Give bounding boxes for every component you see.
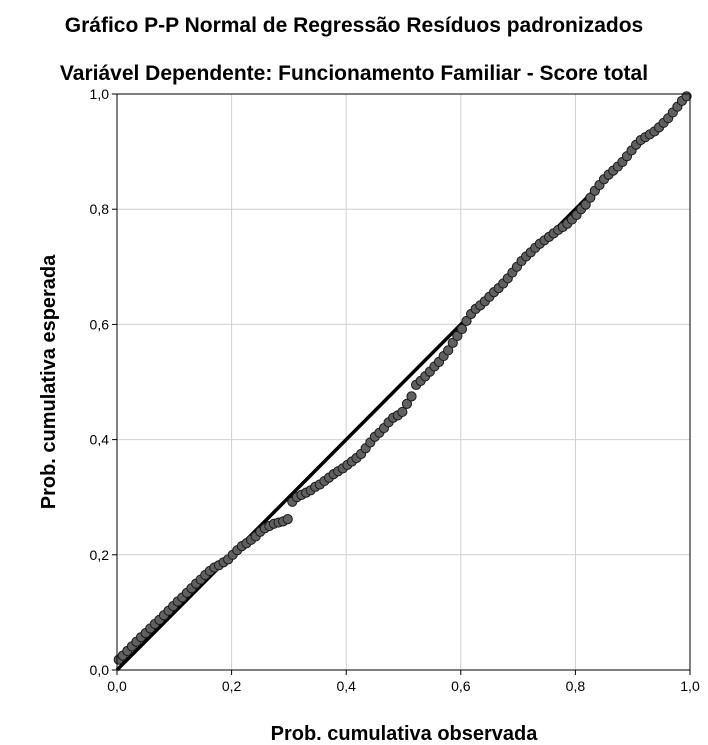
data-point bbox=[452, 330, 463, 342]
y-tick-label: 0,2 bbox=[90, 547, 110, 563]
x-tick-label: 1,0 bbox=[680, 678, 700, 694]
x-axis-label: Prob. cumulativa observada bbox=[271, 723, 539, 745]
data-point bbox=[461, 315, 472, 327]
plot-frame bbox=[116, 93, 691, 671]
x-tick-label: 0,6 bbox=[451, 678, 471, 694]
x-tick-label: 0,0 bbox=[107, 678, 127, 694]
grid bbox=[117, 94, 690, 670]
data-point bbox=[401, 398, 413, 409]
x-tick-label: 0,4 bbox=[336, 678, 356, 694]
y-axis-label: Prob. cumulativa esperada bbox=[38, 254, 60, 509]
y-tick-label: 0,8 bbox=[90, 201, 110, 217]
y-tick-label: 0,6 bbox=[90, 316, 110, 332]
data-point bbox=[406, 391, 417, 402]
chart-title: Gráfico P-P Normal de Regressão Resíduos… bbox=[64, 14, 644, 37]
x-tick-label: 0,2 bbox=[222, 678, 242, 694]
y-tick-label: 1,0 bbox=[90, 86, 110, 102]
data-points bbox=[113, 91, 692, 665]
y-axis-ticks: 0,0 0,2 0,4 0,6 0,8 1,0 bbox=[90, 86, 117, 678]
y-tick-label: 0,0 bbox=[90, 662, 110, 678]
data-point bbox=[282, 513, 293, 525]
data-point bbox=[397, 406, 408, 418]
data-point bbox=[443, 345, 454, 356]
chart-subtitle: Variável Dependente: Funcionamento Famil… bbox=[59, 62, 649, 85]
data-point bbox=[580, 199, 591, 210]
y-tick-label: 0,4 bbox=[90, 432, 110, 448]
data-point bbox=[447, 337, 458, 348]
x-axis-ticks: 0,0 0,2 0,4 0,6 0,8 1,0 bbox=[107, 670, 700, 694]
data-point bbox=[585, 192, 596, 203]
data-point bbox=[456, 323, 468, 335]
x-tick-label: 0,8 bbox=[566, 678, 586, 694]
